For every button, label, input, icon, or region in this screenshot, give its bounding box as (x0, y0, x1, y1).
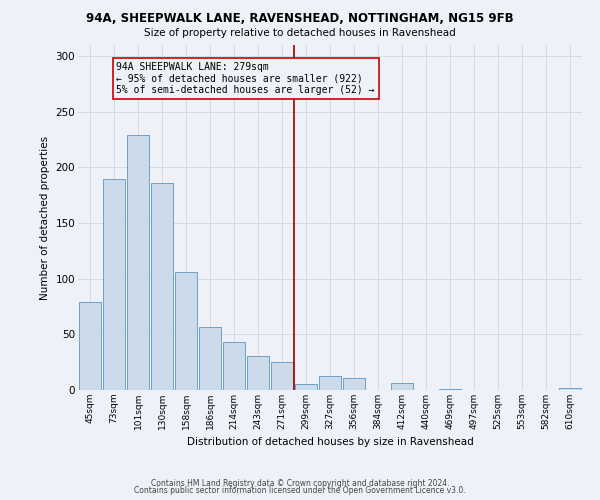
Bar (271, 362, 293, 390)
Text: Contains public sector information licensed under the Open Government Licence v3: Contains public sector information licen… (134, 486, 466, 495)
Bar (151, 183, 173, 390)
Bar (199, 326, 221, 390)
Bar (223, 342, 245, 390)
Bar (559, 388, 581, 390)
Bar (391, 384, 413, 390)
Bar (343, 378, 365, 390)
Bar (79, 302, 101, 390)
Text: Contains HM Land Registry data © Crown copyright and database right 2024.: Contains HM Land Registry data © Crown c… (151, 478, 449, 488)
Bar (319, 376, 341, 390)
Bar (127, 135, 149, 390)
X-axis label: Distribution of detached houses by size in Ravenshead: Distribution of detached houses by size … (187, 438, 473, 448)
Bar (247, 356, 269, 390)
Bar (295, 384, 317, 390)
Bar (103, 178, 125, 390)
Text: Size of property relative to detached houses in Ravenshead: Size of property relative to detached ho… (144, 28, 456, 38)
Text: 94A, SHEEPWALK LANE, RAVENSHEAD, NOTTINGHAM, NG15 9FB: 94A, SHEEPWALK LANE, RAVENSHEAD, NOTTING… (86, 12, 514, 26)
Bar (175, 272, 197, 390)
Y-axis label: Number of detached properties: Number of detached properties (40, 136, 50, 300)
Text: 94A SHEEPWALK LANE: 279sqm
← 95% of detached houses are smaller (922)
5% of semi: 94A SHEEPWALK LANE: 279sqm ← 95% of deta… (116, 62, 375, 95)
Bar (439, 389, 461, 390)
